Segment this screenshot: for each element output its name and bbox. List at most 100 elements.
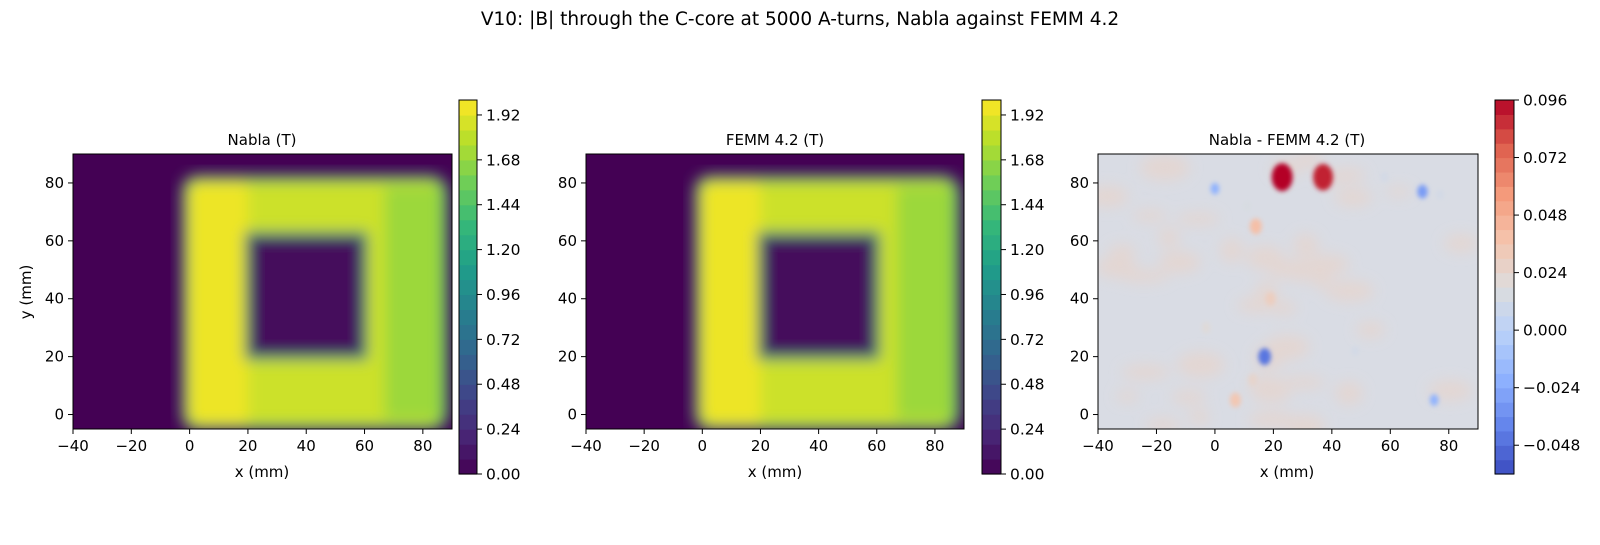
hotspot [1271,163,1293,192]
colorbar-tick-label: 0.48 [1010,376,1045,394]
colorbar-band [1495,445,1514,461]
colorbar-band [982,144,1001,161]
y-tick-label: 20 [558,348,577,366]
colorbar-tick-label: 0.000 [1523,322,1567,340]
colorbar-band [982,384,1001,400]
noise-patch [1385,186,1412,197]
heatmap-plot [73,154,452,429]
colorbar-band [459,339,477,355]
x-axis-label: x (mm) [1260,463,1315,481]
colorbar-tick-label: 1.68 [486,151,521,169]
plot-frame [72,153,453,430]
colorbar-tick-label: 0.48 [486,376,521,394]
x-axis: −40 −20 0 20 40 60 80 [57,429,432,455]
colorbar-tick-label: 0.072 [1523,149,1567,167]
core-edge [691,172,964,429]
colorbar-band [982,114,1001,131]
colorbar-band [459,264,477,281]
colorbar-band [982,354,1001,370]
colorbar-band [459,459,477,475]
x-tick-label: 80 [925,437,944,455]
colorbar-band [1495,344,1514,360]
colorbar-band [1495,200,1514,216]
x-tick-label: 20 [1264,437,1283,455]
colorbar-band [982,339,1001,355]
y-tick-label: 40 [558,290,577,308]
colorbar-band [459,354,477,370]
hotspot [1351,345,1359,356]
hotspot [1258,348,1271,366]
x-tick-label: 20 [238,437,257,455]
y-tick-label: 0 [54,406,64,424]
core-window [760,235,877,357]
colorbar-tick-label: 1.44 [486,196,521,214]
x-axis-label: x (mm) [748,463,803,481]
x-tick-label: 60 [867,437,886,455]
hotspot [1248,373,1258,387]
colorbar-band [982,174,1001,191]
right-leg [897,187,959,419]
colorbar-band [1495,128,1514,144]
colorbar-band [459,279,477,296]
colorbar-band [982,249,1001,266]
hotspot [1229,392,1241,408]
colorbar-band [1495,373,1514,389]
colorbar-band [459,384,477,400]
y-axis-label: y (mm) [17,265,35,320]
hotspots [1201,163,1444,408]
noise-patch [1115,390,1139,402]
window-edge [243,231,369,361]
colorbar-band [982,279,1001,296]
noise-patch [1284,414,1326,429]
y-tick-label: 20 [1070,348,1089,366]
colorbar-band [982,324,1001,340]
hotspot [1201,321,1211,334]
colorbar: −0.048 −0.024 0.000 0.024 0.048 0.072 0.096 [1494,92,1580,475]
noise-patch [1443,234,1478,253]
colorbar-band [1495,402,1514,418]
noise-patch [1428,380,1473,401]
colorbar-tick-label: 0.00 [486,466,521,484]
colorbar-band [459,324,477,340]
core-edge [178,172,452,429]
noise-patch [1145,418,1180,429]
noise-patch [1098,185,1129,208]
heatmap-plot [586,154,964,429]
colorbar-band [982,234,1001,251]
colorbar-tick-label: 1.20 [1010,241,1045,259]
left-leg [183,177,248,429]
colorbar-band [1495,229,1514,245]
colorbar-band [1495,330,1514,346]
noise-patch [1158,251,1201,274]
noise-patch [1177,352,1225,378]
noise-patch [1325,280,1375,302]
colorbar-band [982,189,1001,206]
colorbar-band [1495,186,1514,202]
x-tick-label: 0 [1210,437,1220,455]
colorbar-band [1495,171,1514,187]
colorbar-band [982,399,1001,415]
panel-title: Nabla (T) [228,131,297,149]
colorbar-band [982,444,1001,460]
colorbar-tick-label: 0.096 [1523,92,1567,110]
figure-title: V10: |B| through the C-core at 5000 A-tu… [481,9,1119,30]
noise-patch [1189,409,1210,425]
colorbar-band [459,129,477,146]
colorbar-band [459,399,477,415]
colorbar-tick-label: 0.00 [1010,466,1045,484]
colorbar-band [1495,459,1514,475]
x-axis: −40 −20 0 20 40 60 80 [1082,429,1458,455]
x-tick-label: 80 [1439,437,1458,455]
x-tick-label: 0 [185,437,195,455]
noise-patch [1158,227,1180,248]
x-tick-label: 40 [1322,437,1341,455]
y-tick-label: 0 [567,406,577,424]
x-tick-label: −20 [628,437,660,455]
noise-patch [1251,385,1291,403]
colorbar-band [982,459,1001,475]
colorbar-band [982,129,1001,146]
y-tick-label: 80 [45,174,64,192]
hotspot [1243,200,1251,212]
colorbar-tick-label: 0.24 [1010,421,1045,439]
